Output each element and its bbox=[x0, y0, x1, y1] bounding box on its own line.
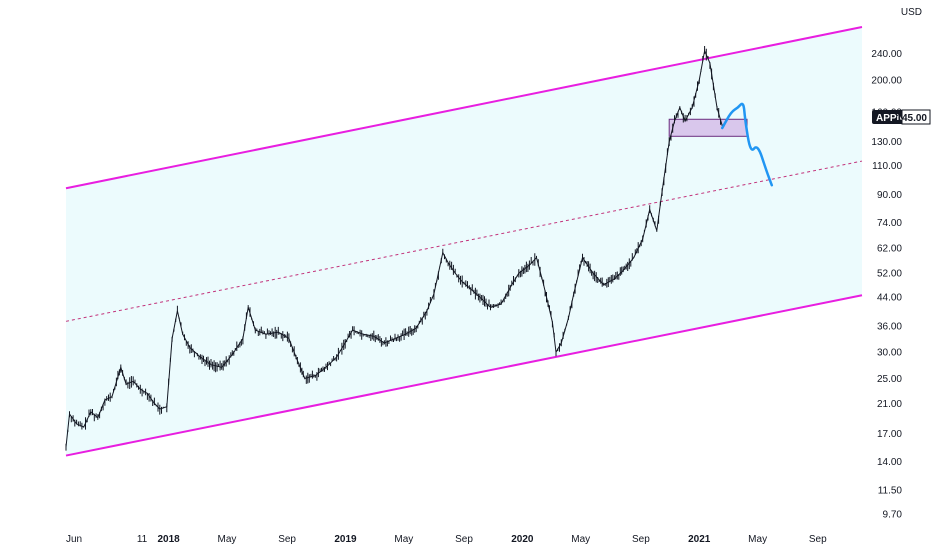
x-tick-label: May bbox=[218, 534, 237, 545]
y-tick-label: 110.00 bbox=[872, 161, 902, 172]
x-tick-label: May bbox=[394, 534, 413, 545]
channel-lower-line bbox=[65, 294, 863, 457]
x-tick-label: 2020 bbox=[511, 534, 534, 545]
price-badge-ticker: APPN bbox=[876, 113, 904, 124]
x-tick-label: 2021 bbox=[688, 534, 711, 545]
y-tick-label: 200.00 bbox=[871, 75, 902, 86]
y-tick-label: 130.00 bbox=[871, 137, 902, 148]
y-tick-label: 14.00 bbox=[877, 457, 902, 468]
price-badge-value: 145.00 bbox=[896, 113, 927, 124]
y-tick-label: 36.00 bbox=[877, 322, 902, 333]
x-tick-label: May bbox=[748, 534, 767, 545]
price-badge[interactable]: APPN 145.00 bbox=[872, 109, 931, 125]
y-tick-label: 74.00 bbox=[877, 218, 902, 229]
x-axis: Jun 11 2018 May Sep 2019 May Sep 2020 May Sep 2021 M… bbox=[66, 534, 827, 545]
projection-curve bbox=[721, 102, 774, 187]
x-tick-label: Sep bbox=[455, 534, 473, 545]
channel-band bbox=[65, 26, 863, 457]
y-tick-label: 30.00 bbox=[877, 348, 902, 359]
x-tick-label: Sep bbox=[809, 534, 827, 545]
channel-fill bbox=[66, 27, 862, 456]
x-tick-label: 2018 bbox=[157, 534, 180, 545]
y-tick-label: 9.70 bbox=[883, 510, 903, 521]
price-badge-value-bg bbox=[901, 109, 931, 125]
y-axis: 240.00200.00160.00130.00110.0090.0074.00… bbox=[871, 49, 902, 521]
y-tick-label: 62.00 bbox=[877, 243, 902, 254]
y-tick-label: 25.00 bbox=[877, 374, 902, 385]
x-tick-label: May bbox=[571, 534, 590, 545]
y-tick-label: 52.00 bbox=[877, 269, 902, 280]
support-zone bbox=[668, 118, 748, 137]
y-tick-label: 90.00 bbox=[877, 190, 902, 201]
x-tick-label: 2019 bbox=[334, 534, 357, 545]
x-tick-label: 11 bbox=[137, 534, 148, 545]
price-line bbox=[65, 49, 723, 448]
price-series bbox=[65, 46, 723, 451]
projection-path bbox=[721, 102, 774, 187]
y-tick-label: 11.50 bbox=[878, 485, 903, 496]
channel-upper-line bbox=[65, 26, 863, 190]
x-tick-label: Sep bbox=[278, 534, 296, 545]
currency-label[interactable]: USD bbox=[901, 7, 922, 18]
x-tick-label: Jun bbox=[66, 534, 82, 545]
x-tick-label: Sep bbox=[632, 534, 650, 545]
y-tick-label: 44.00 bbox=[877, 293, 902, 304]
y-tick-label: 17.00 bbox=[877, 429, 902, 440]
y-tick-label: 240.00 bbox=[871, 49, 902, 60]
y-tick-label: 21.00 bbox=[877, 399, 902, 410]
